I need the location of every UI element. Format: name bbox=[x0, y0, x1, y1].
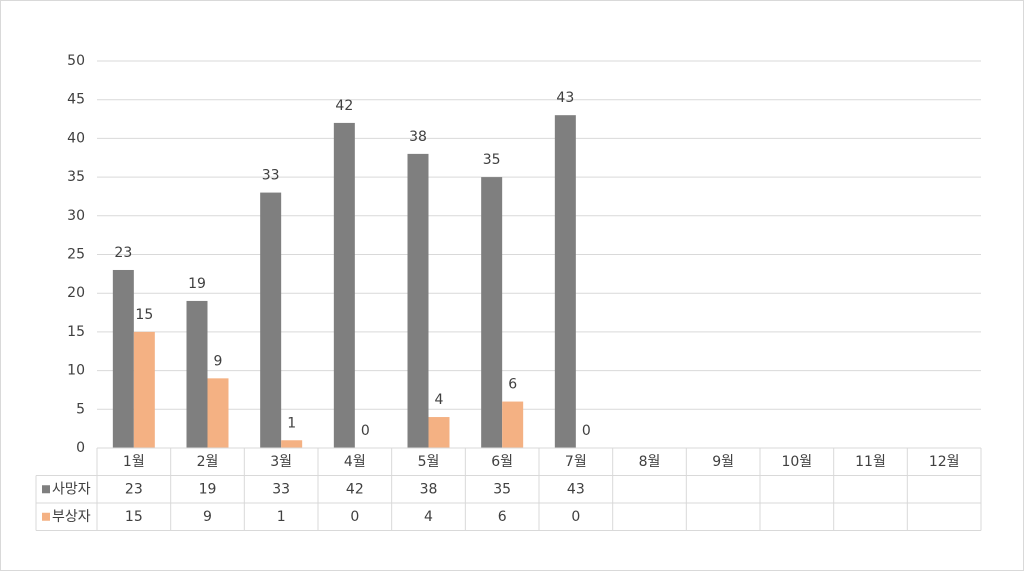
x-tick-label: 6월 bbox=[491, 454, 513, 470]
table-cell: 0 bbox=[571, 509, 580, 525]
x-tick-label: 1월 bbox=[123, 454, 145, 470]
table-cell: 9 bbox=[203, 509, 212, 525]
bar bbox=[502, 401, 524, 448]
bar bbox=[554, 115, 576, 449]
bar bbox=[186, 300, 208, 448]
legend-key bbox=[42, 512, 50, 521]
bar bbox=[481, 177, 503, 448]
y-tick-label: 35 bbox=[67, 169, 85, 185]
y-tick-label: 30 bbox=[67, 208, 85, 224]
data-label: 19 bbox=[188, 276, 206, 292]
bar bbox=[407, 153, 429, 448]
y-tick-label: 15 bbox=[67, 324, 85, 340]
data-label: 33 bbox=[262, 168, 280, 184]
y-tick-label: 5 bbox=[76, 401, 85, 417]
data-label: 38 bbox=[409, 129, 427, 145]
data-label: 23 bbox=[114, 245, 132, 261]
table-cell: 0 bbox=[350, 509, 359, 525]
data-label: 35 bbox=[483, 152, 501, 168]
table-cell: 4 bbox=[424, 509, 433, 525]
bar bbox=[281, 440, 303, 448]
bar bbox=[207, 378, 229, 448]
x-tick-label: 2월 bbox=[197, 454, 219, 470]
bar bbox=[428, 417, 450, 448]
y-tick-label: 0 bbox=[76, 440, 85, 456]
x-tick-label: 10월 bbox=[781, 454, 812, 470]
y-tick-label: 20 bbox=[67, 285, 85, 301]
x-tick-label: 3월 bbox=[270, 454, 292, 470]
data-label: 15 bbox=[135, 307, 153, 323]
x-tick-label: 12월 bbox=[929, 454, 960, 470]
y-tick-label: 45 bbox=[67, 92, 85, 108]
bar bbox=[260, 192, 282, 448]
legend-key bbox=[42, 485, 50, 494]
y-tick-label: 50 bbox=[67, 53, 85, 69]
data-label: 1 bbox=[287, 415, 296, 431]
data-label: 0 bbox=[582, 423, 591, 439]
table-cell: 23 bbox=[125, 481, 143, 497]
data-label: 42 bbox=[335, 98, 353, 114]
x-tick-label: 11월 bbox=[855, 454, 886, 470]
x-tick-label: 9월 bbox=[712, 454, 734, 470]
bar bbox=[112, 269, 134, 448]
data-label: 0 bbox=[361, 423, 370, 439]
y-tick-label: 40 bbox=[67, 130, 85, 146]
table-cell: 35 bbox=[493, 481, 511, 497]
table-cell: 1 bbox=[277, 509, 286, 525]
table-cell: 43 bbox=[567, 481, 585, 497]
table-cell: 19 bbox=[199, 481, 217, 497]
data-label: 9 bbox=[214, 353, 223, 369]
table-cell: 38 bbox=[420, 481, 438, 497]
data-label: 43 bbox=[556, 90, 574, 106]
table-cell: 15 bbox=[125, 509, 143, 525]
bar bbox=[333, 122, 355, 449]
bar bbox=[133, 331, 155, 448]
y-tick-label: 10 bbox=[67, 363, 85, 379]
x-tick-label: 8월 bbox=[639, 454, 661, 470]
table-cell: 6 bbox=[498, 509, 507, 525]
x-tick-label: 4월 bbox=[344, 454, 366, 470]
table-cell: 33 bbox=[272, 481, 290, 497]
data-label: 6 bbox=[508, 377, 517, 393]
data-label: 4 bbox=[435, 392, 444, 408]
legend-label: 사망자 bbox=[52, 481, 91, 497]
legend-label: 부상자 bbox=[52, 509, 91, 525]
y-tick-label: 25 bbox=[67, 247, 85, 263]
x-tick-label: 5월 bbox=[418, 454, 440, 470]
x-tick-label: 7월 bbox=[565, 454, 587, 470]
table-cell: 42 bbox=[346, 481, 364, 497]
